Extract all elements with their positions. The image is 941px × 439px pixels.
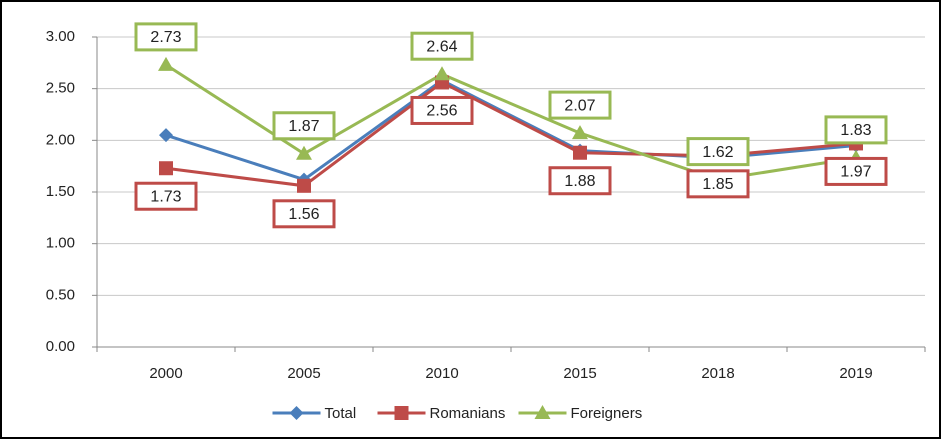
data-label-box xyxy=(134,22,198,52)
y-tick-label: 2.50 xyxy=(46,80,75,97)
y-tick-label: 0.00 xyxy=(46,338,75,355)
data-label-box xyxy=(410,31,474,61)
data-label-box xyxy=(134,181,198,211)
data-label-box xyxy=(410,95,474,125)
data-label-box xyxy=(824,115,888,145)
data-label-box xyxy=(686,169,750,199)
legend-marker xyxy=(534,405,551,419)
x-tick-label: 2015 xyxy=(563,365,596,382)
x-tick-label: 2019 xyxy=(839,365,872,382)
data-label-box xyxy=(272,111,336,141)
y-tick-label: 3.00 xyxy=(46,28,75,45)
data-label: 1.62 xyxy=(702,144,733,161)
y-tick-label: 1.50 xyxy=(46,183,75,200)
legend-label: Foreigners xyxy=(571,405,643,422)
data-point xyxy=(434,66,450,81)
data-label: 2.07 xyxy=(564,97,595,114)
data-label: 2.56 xyxy=(426,103,457,120)
data-label: 1.85 xyxy=(702,176,733,193)
data-label-box xyxy=(548,90,612,120)
data-label-box xyxy=(272,199,336,229)
legend-label: Total xyxy=(325,405,357,422)
y-tick-label: 1.00 xyxy=(46,235,75,252)
data-point xyxy=(296,145,312,160)
x-tick-label: 2018 xyxy=(701,365,734,382)
data-label: 1.56 xyxy=(288,206,319,223)
legend-label: Romanians xyxy=(430,405,506,422)
y-tick-label: 0.50 xyxy=(46,286,75,303)
y-tick-label: 2.00 xyxy=(46,131,75,148)
data-point xyxy=(158,56,174,71)
data-label-box xyxy=(686,137,750,167)
data-label: 2.64 xyxy=(426,38,457,55)
data-point xyxy=(159,161,173,176)
data-point xyxy=(297,178,311,193)
data-point xyxy=(573,145,587,160)
x-tick-label: 2005 xyxy=(287,365,320,382)
x-tick-label: 2000 xyxy=(149,365,182,382)
data-label: 1.73 xyxy=(150,188,181,205)
x-tick-label: 2010 xyxy=(425,365,458,382)
data-point xyxy=(572,125,588,140)
data-label: 1.88 xyxy=(564,173,595,190)
legend-marker xyxy=(289,406,304,420)
data-label: 1.83 xyxy=(840,122,871,139)
data-label-box xyxy=(824,156,888,186)
data-label: 1.97 xyxy=(840,164,871,181)
data-label: 2.73 xyxy=(150,29,181,46)
legend-marker xyxy=(394,406,409,420)
data-label-box xyxy=(548,166,612,196)
data-point xyxy=(159,128,173,143)
data-label: 1.87 xyxy=(288,118,319,135)
